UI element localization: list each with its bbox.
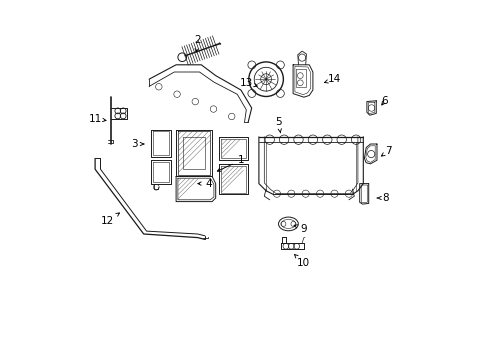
- Text: 3: 3: [131, 139, 143, 149]
- Text: 14: 14: [324, 74, 341, 84]
- Text: 4: 4: [198, 179, 211, 189]
- Text: 10: 10: [294, 255, 309, 268]
- Text: 11: 11: [88, 114, 106, 124]
- Text: 5: 5: [275, 117, 282, 133]
- Text: 1: 1: [217, 155, 244, 171]
- Text: 12: 12: [100, 213, 119, 226]
- Text: 8: 8: [376, 193, 388, 203]
- Text: 6: 6: [381, 96, 387, 106]
- Text: 2: 2: [194, 35, 201, 52]
- Text: 7: 7: [381, 146, 391, 156]
- Text: 13: 13: [239, 78, 257, 88]
- Text: 9: 9: [293, 224, 306, 234]
